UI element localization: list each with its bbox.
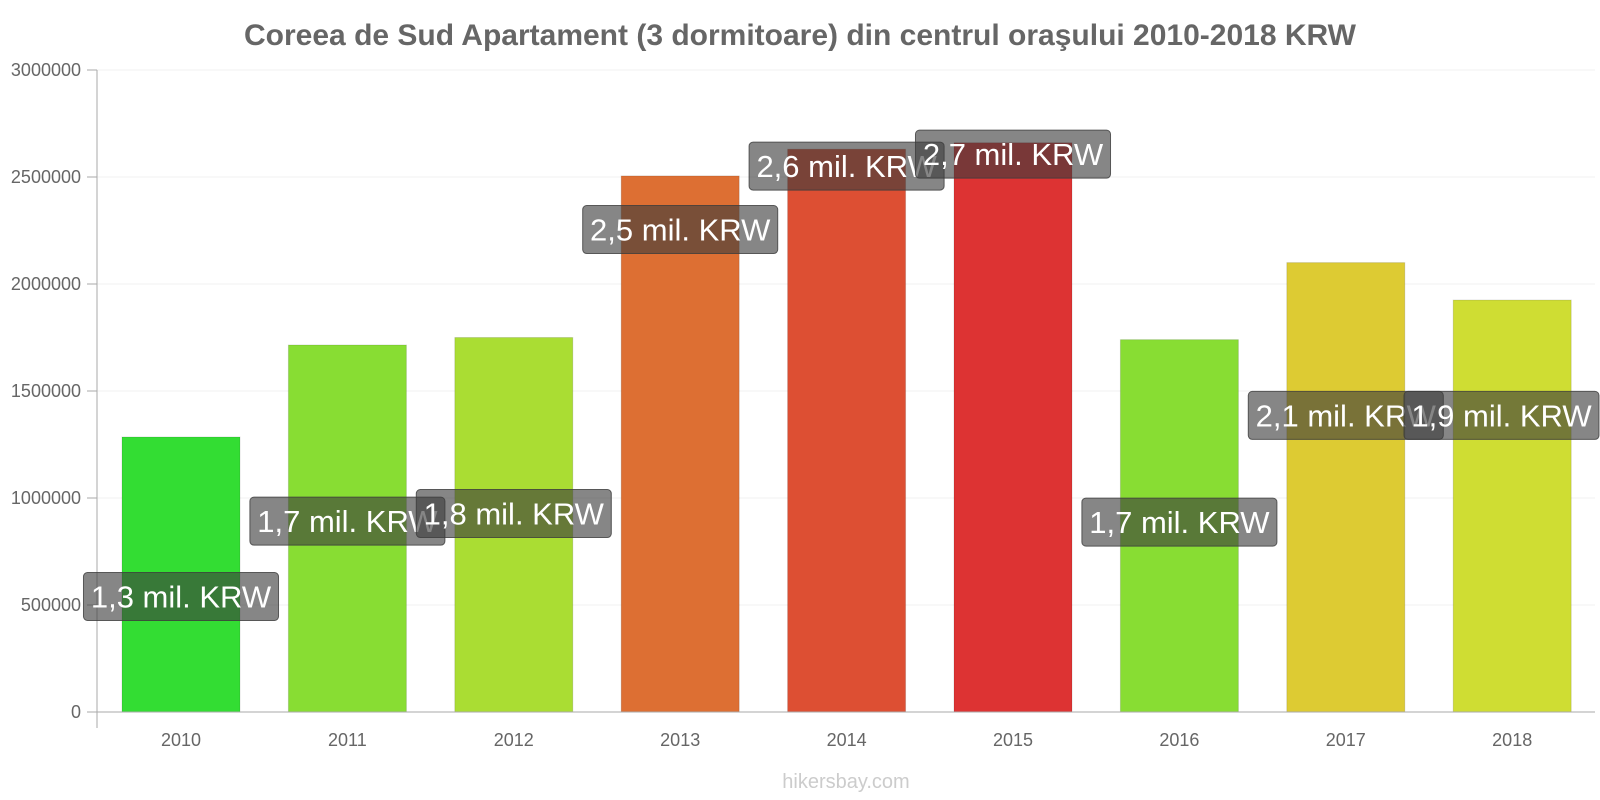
x-axis: 2010 2011 2012 2013 2014 2015 2016 2017 2018 (97, 711, 1595, 750)
y-tick-label: 3000000 (11, 60, 81, 80)
x-tick-label: 2011 (328, 730, 367, 750)
bar-2014 (787, 148, 907, 713)
x-tick-label: 2010 (161, 730, 201, 750)
data-label-text: 1,8 mil. KRW (424, 497, 605, 532)
data-label-text: 1,3 mil. KRW (91, 580, 272, 615)
x-tick-label: 2015 (993, 730, 1033, 750)
data-label-2011: 1,7 mil. KRW (249, 496, 446, 546)
data-label-text: 1,7 mil. KRW (257, 504, 438, 539)
bar-2017 (1286, 262, 1406, 713)
data-label-text: 2,7 mil. KRW (923, 137, 1104, 172)
chart-title: Coreea de Sud Apartament (3 dormitoare) … (244, 19, 1357, 52)
x-tick-label: 2014 (827, 730, 867, 750)
x-tick-label: 2017 (1326, 730, 1366, 750)
data-label-box (1081, 497, 1278, 547)
data-label-2013: 2,5 mil. KRW (582, 205, 779, 255)
data-label-2016: 1,7 mil. KRW (1081, 497, 1278, 547)
y-tick-label: 2500000 (11, 167, 81, 187)
data-label-text: 2,5 mil. KRW (590, 213, 771, 248)
data-label-box (82, 572, 280, 622)
y-tick-label: 500000 (21, 595, 81, 615)
x-tick-label: 2018 (1492, 730, 1532, 750)
data-label-2015: 2,7 mil. KRW (914, 129, 1112, 179)
x-tick-label: 2012 (494, 730, 534, 750)
x-tick-label: 2016 (1159, 730, 1199, 750)
y-tick-label: 2000000 (11, 274, 81, 294)
data-label-2010: 1,3 mil. KRW (82, 572, 280, 622)
bars (121, 142, 1572, 713)
data-label-text: 1,9 mil. KRW (1411, 398, 1592, 433)
data-label-box (415, 489, 612, 539)
y-tick-label: 1000000 (11, 488, 81, 508)
data-label-box (582, 205, 779, 255)
data-label-2018: 1,9 mil. KRW (1403, 390, 1600, 440)
data-label-box (1403, 390, 1600, 440)
y-tick-label: 0 (71, 702, 81, 722)
y-axis: 0 500000 1000000 1500000 2000000 2500000 30000… (11, 60, 98, 728)
data-label-box (914, 129, 1112, 179)
bar-2018 (1452, 299, 1572, 713)
credit-text: hikersbay.com (782, 771, 909, 793)
data-label-2014: 2,6 mil. KRW (748, 141, 945, 191)
x-tick-label: 2013 (660, 730, 700, 750)
data-label-text: 2,6 mil. KRW (756, 149, 937, 184)
y-tick-label: 1500000 (11, 381, 81, 401)
bar-2013 (620, 175, 740, 713)
data-label-text: 1,7 mil. KRW (1089, 505, 1270, 540)
data-label-2012: 1,8 mil. KRW (415, 489, 612, 539)
bar-2015 (953, 142, 1073, 713)
